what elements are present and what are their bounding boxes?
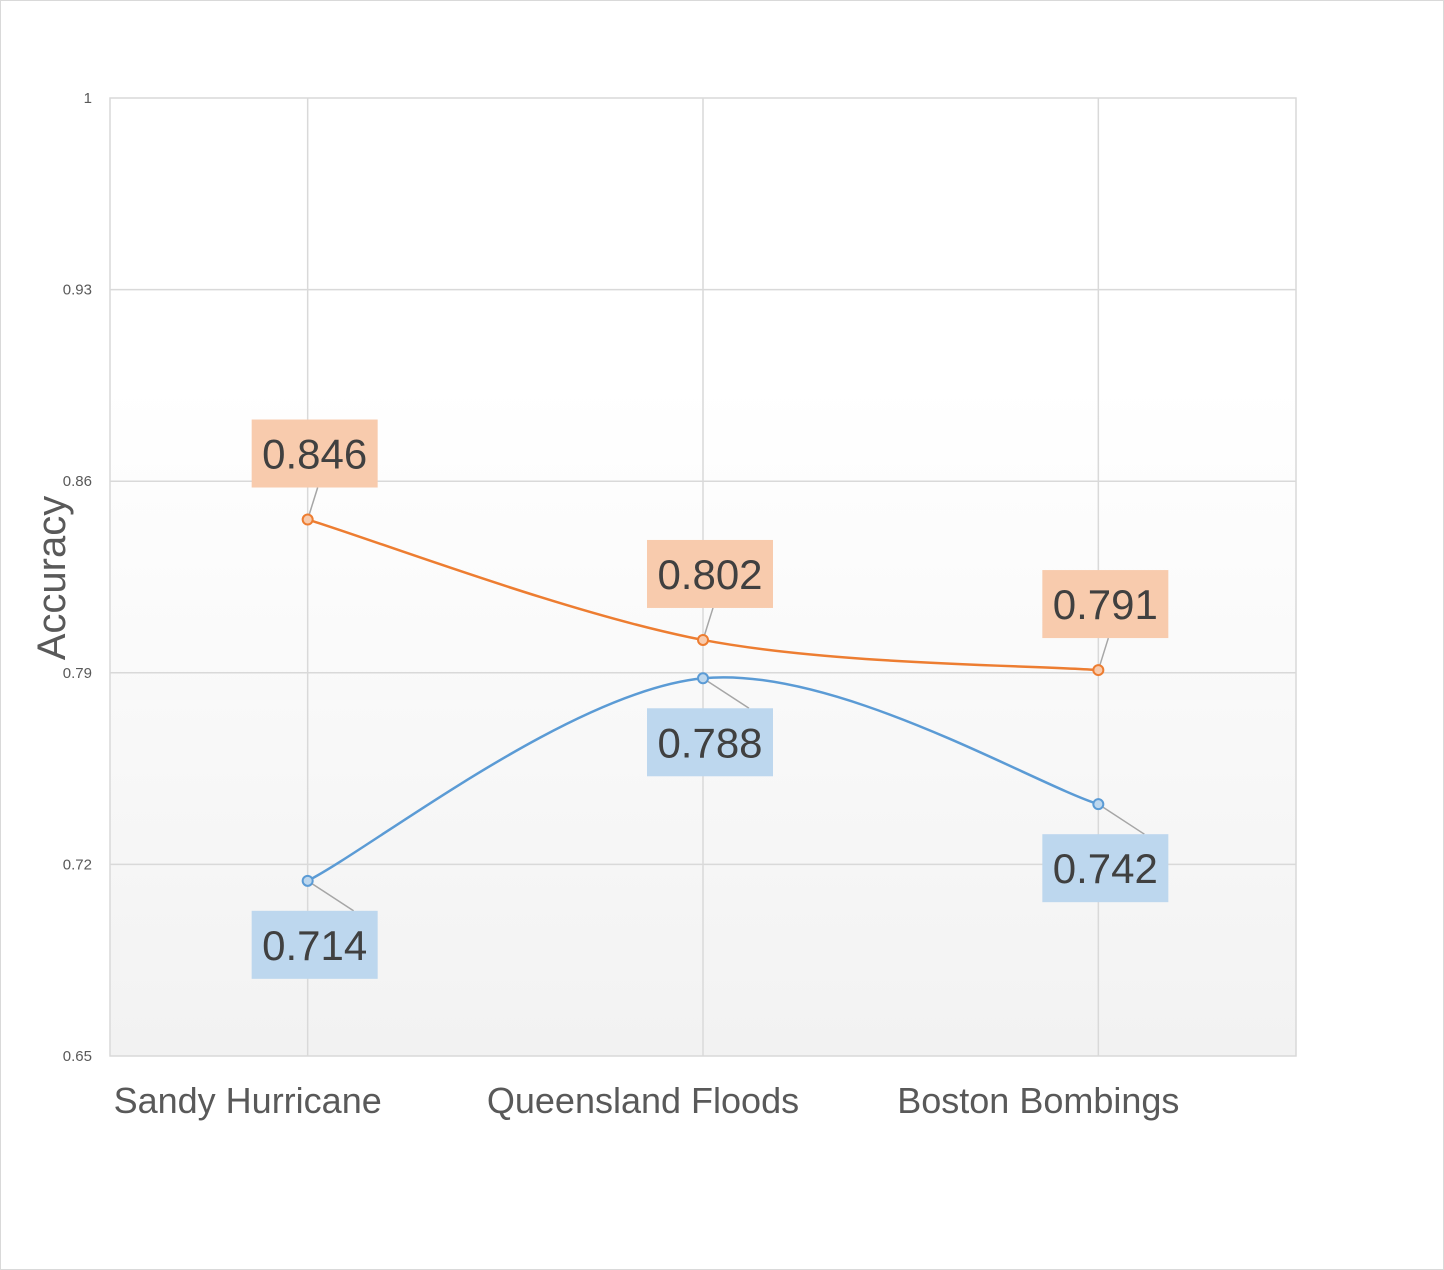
- data-point: [1092, 798, 1105, 811]
- data-label-box: [1042, 834, 1169, 903]
- data-label-box: [647, 708, 773, 777]
- data-label: 0.802: [657, 551, 762, 598]
- data-label-leader: [702, 677, 750, 709]
- x-axis-categories: Sandy Hurricane Queensland Floods Boston B…: [114, 1080, 1180, 1121]
- y-axis-label: Accuracy: [30, 496, 74, 661]
- data-point: [697, 633, 709, 646]
- y-tick-label: 0.65: [63, 1048, 92, 1065]
- y-tick-label: 0.86: [63, 473, 92, 490]
- x-category-label: Boston Bombings: [897, 1080, 1179, 1121]
- data-label-leader: [1097, 803, 1145, 835]
- data-point: [301, 874, 314, 887]
- data-point: [1092, 664, 1105, 677]
- y-tick-label: 0.72: [63, 856, 92, 873]
- series-layer: 0.846 0.802 0.791 0.714 0.788 0.742: [251, 419, 1169, 979]
- data-label-box: [251, 910, 378, 979]
- series-2: 0.714 0.788 0.742: [251, 672, 1169, 979]
- y-axis-ticks: 0.65 0.72 0.79 0.86 0.93 1: [63, 90, 92, 1065]
- y-tick-label: 0.93: [63, 282, 92, 299]
- y-tick-label: 0.79: [63, 665, 92, 682]
- data-label-box: [647, 539, 773, 608]
- data-label-box: [1042, 570, 1169, 639]
- data-point: [697, 672, 709, 685]
- x-category-label: Sandy Hurricane: [114, 1080, 382, 1121]
- data-label: 0.714: [262, 922, 367, 969]
- data-point: [301, 513, 314, 526]
- series-1: 0.846 0.802 0.791: [251, 419, 1169, 677]
- data-label: 0.846: [262, 431, 367, 478]
- y-tick-label: 1: [84, 90, 92, 107]
- data-label: 0.791: [1053, 581, 1158, 628]
- data-label-box: [251, 419, 378, 488]
- data-label: 0.788: [657, 719, 762, 766]
- data-label-leader: [307, 880, 355, 912]
- x-category-label: Queensland Floods: [487, 1080, 799, 1121]
- data-label: 0.742: [1053, 845, 1158, 892]
